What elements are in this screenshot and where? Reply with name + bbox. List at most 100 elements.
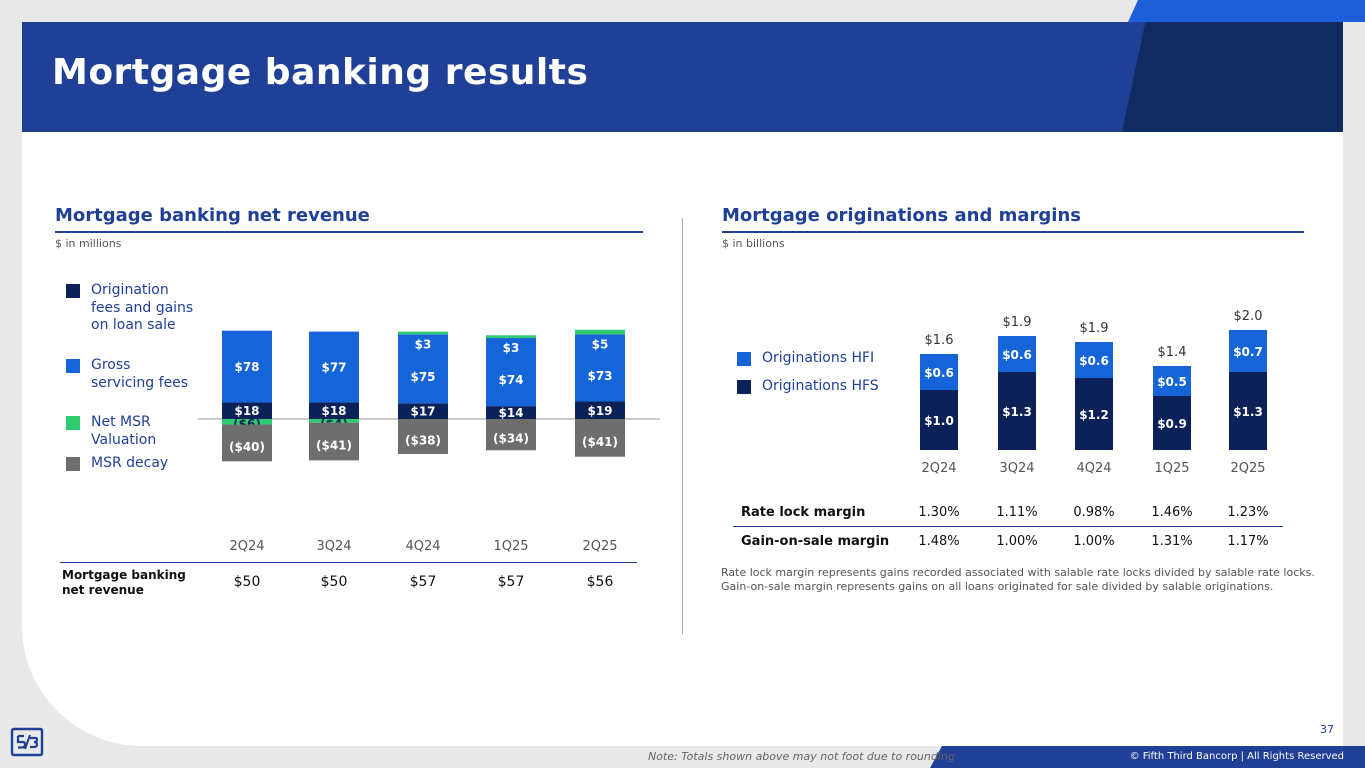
label-hfi-1Q25: $0.5: [1157, 375, 1187, 389]
bar-gross-servicing-2Q25: [575, 334, 625, 402]
margin-value-rate-lock-margin-2Q24: 1.30%: [918, 505, 960, 520]
label-gross-servicing-3Q24: $77: [321, 361, 346, 375]
legend-label: Origination fees and gains on loan sale: [91, 282, 194, 333]
footnote: Note: Totals shown above may not foot du…: [648, 750, 955, 763]
legend-swatch-green: [66, 416, 80, 430]
margin-value-gain-on-sale-margin-4Q24: 1.00%: [1073, 534, 1115, 549]
legend-originations-hfi: Originations HFI: [737, 350, 874, 368]
x-tick-1Q25: 1Q25: [493, 539, 528, 554]
legend-msr-decay: MSR decay: [66, 455, 196, 473]
total-2Q25: $2.0: [1234, 309, 1263, 324]
label-net-msr-1Q25: $3: [503, 341, 520, 355]
label-origination-3Q24: $18: [321, 404, 346, 418]
x-tick-2Q24: 2Q24: [921, 461, 956, 476]
right-units-label: $ in billions: [722, 237, 785, 250]
bar-msr-decay-1Q25: [486, 419, 536, 451]
bar-hfi-4Q24: [1075, 342, 1113, 378]
label-gross-servicing-2Q24: $78: [234, 360, 259, 374]
bar-hfs-3Q24: [998, 372, 1036, 450]
bar-origination-2Q24: [222, 402, 272, 419]
legend-origination-fees: Origination fees and gains on loan sale: [66, 282, 196, 335]
legend-swatch-navy: [66, 284, 80, 298]
bar-origination-4Q24: [398, 403, 448, 419]
label-hfi-4Q24: $0.6: [1079, 354, 1109, 368]
bar-gross-servicing-4Q24: [398, 334, 448, 404]
margin-value-gain-on-sale-margin-1Q25: 1.31%: [1151, 534, 1193, 549]
label-hfi-3Q24: $0.6: [1002, 348, 1032, 362]
net-revenue-value-2Q25: $56: [586, 574, 614, 590]
header-bar: Mortgage banking results: [22, 22, 1343, 132]
legend-label: Gross servicing fees: [91, 357, 189, 391]
label-origination-2Q25: $19: [587, 404, 612, 418]
net-revenue-table-rule: [60, 562, 637, 563]
margins-table-rule: [733, 526, 1283, 527]
label-gross-servicing-4Q24: $75: [410, 370, 435, 384]
label-origination-1Q25: $14: [498, 406, 523, 420]
bar-hfs-4Q24: [1075, 378, 1113, 450]
bar-msr-decay-2Q25: [575, 419, 625, 457]
legend-label: Net MSR Valuation: [91, 414, 157, 448]
note-gain-on-sale: Gain-on-sale margin represents gains on …: [721, 580, 1274, 593]
label-msr-decay-2Q24: ($40): [229, 440, 265, 454]
footer-strip: [930, 746, 1365, 768]
copyright: © Fifth Third Bancorp | All Rights Reser…: [1129, 751, 1344, 762]
page-number: 37: [1320, 723, 1334, 736]
margin-value-gain-on-sale-margin-2Q24: 1.48%: [918, 534, 960, 549]
right-section-rule: [722, 231, 1304, 233]
x-tick-2Q25: 2Q25: [1230, 461, 1265, 476]
x-tick-1Q25: 1Q25: [1154, 461, 1189, 476]
label-hfi-2Q24: $0.6: [924, 366, 954, 380]
label-gross-servicing-1Q25: $74: [498, 373, 523, 387]
legend-swatch-blue: [66, 359, 80, 373]
label-msr-decay-1Q25: ($34): [493, 432, 529, 446]
bar-hfi-2Q24: [920, 354, 958, 390]
legend-label: MSR decay: [91, 455, 169, 471]
fifth-third-logo-icon: [10, 727, 44, 757]
right-section-title: Mortgage originations and margins: [722, 205, 1081, 226]
x-tick-4Q24: 4Q24: [1076, 461, 1111, 476]
margin-row-label-gain-on-sale-margin: Gain-on-sale margin: [741, 534, 890, 549]
net-revenue-value-1Q25: $57: [497, 574, 525, 590]
legend-originations-hfs: Originations HFS: [737, 378, 879, 396]
label-msr-decay-3Q24: ($41): [316, 439, 352, 453]
margin-value-gain-on-sale-margin-2Q25: 1.17%: [1227, 534, 1269, 549]
bar-net-msr-2Q24: [222, 419, 272, 425]
margin-row-label-rate-lock-margin: Rate lock margin: [741, 505, 866, 520]
bar-net-msr-3Q24: [309, 419, 359, 423]
bar-hfi-3Q24: [998, 336, 1036, 372]
bar-hfi-2Q25: [1229, 330, 1267, 372]
total-4Q24: $1.9: [1080, 321, 1109, 336]
legend-label: Originations HFS: [762, 378, 879, 394]
label-hfs-2Q25: $1.3: [1233, 405, 1263, 419]
legend-label: Originations HFI: [762, 350, 875, 366]
label-hfi-2Q25: $0.7: [1233, 345, 1263, 359]
x-tick-2Q24: 2Q24: [229, 539, 264, 554]
bar-net-msr-2Q25: [575, 329, 625, 335]
net-revenue-value-3Q24: $50: [320, 574, 348, 590]
bar-origination-2Q25: [575, 401, 625, 419]
legend-swatch-navy: [737, 380, 751, 394]
margin-value-rate-lock-margin-2Q25: 1.23%: [1227, 505, 1269, 520]
total-1Q25: $1.4: [1158, 345, 1187, 360]
bar-gross-servicing-2Q24: [222, 330, 272, 403]
label-origination-2Q24: $18: [234, 404, 259, 418]
bar-net-msr-1Q25: [486, 335, 536, 339]
bar-gross-servicing-3Q24: [309, 331, 359, 403]
margin-value-rate-lock-margin-4Q24: 0.98%: [1073, 505, 1115, 520]
label-msr-decay-2Q25: ($41): [582, 435, 618, 449]
x-tick-2Q25: 2Q25: [582, 539, 617, 554]
label-hfs-4Q24: $1.2: [1079, 408, 1109, 422]
label-hfs-1Q25: $0.9: [1157, 417, 1187, 431]
page-title: Mortgage banking results: [52, 52, 589, 93]
left-section-title: Mortgage banking net revenue: [55, 205, 370, 226]
bar-msr-decay-2Q24: [222, 424, 272, 462]
label-net-msr-2Q25: $5: [592, 337, 609, 351]
x-tick-4Q24: 4Q24: [405, 539, 440, 554]
legend-net-msr: Net MSR Valuation: [66, 414, 196, 449]
x-tick-3Q24: 3Q24: [999, 461, 1034, 476]
margin-value-rate-lock-margin-3Q24: 1.11%: [996, 505, 1038, 520]
label-hfs-2Q24: $1.0: [924, 414, 954, 428]
margin-value-rate-lock-margin-1Q25: 1.46%: [1151, 505, 1193, 520]
